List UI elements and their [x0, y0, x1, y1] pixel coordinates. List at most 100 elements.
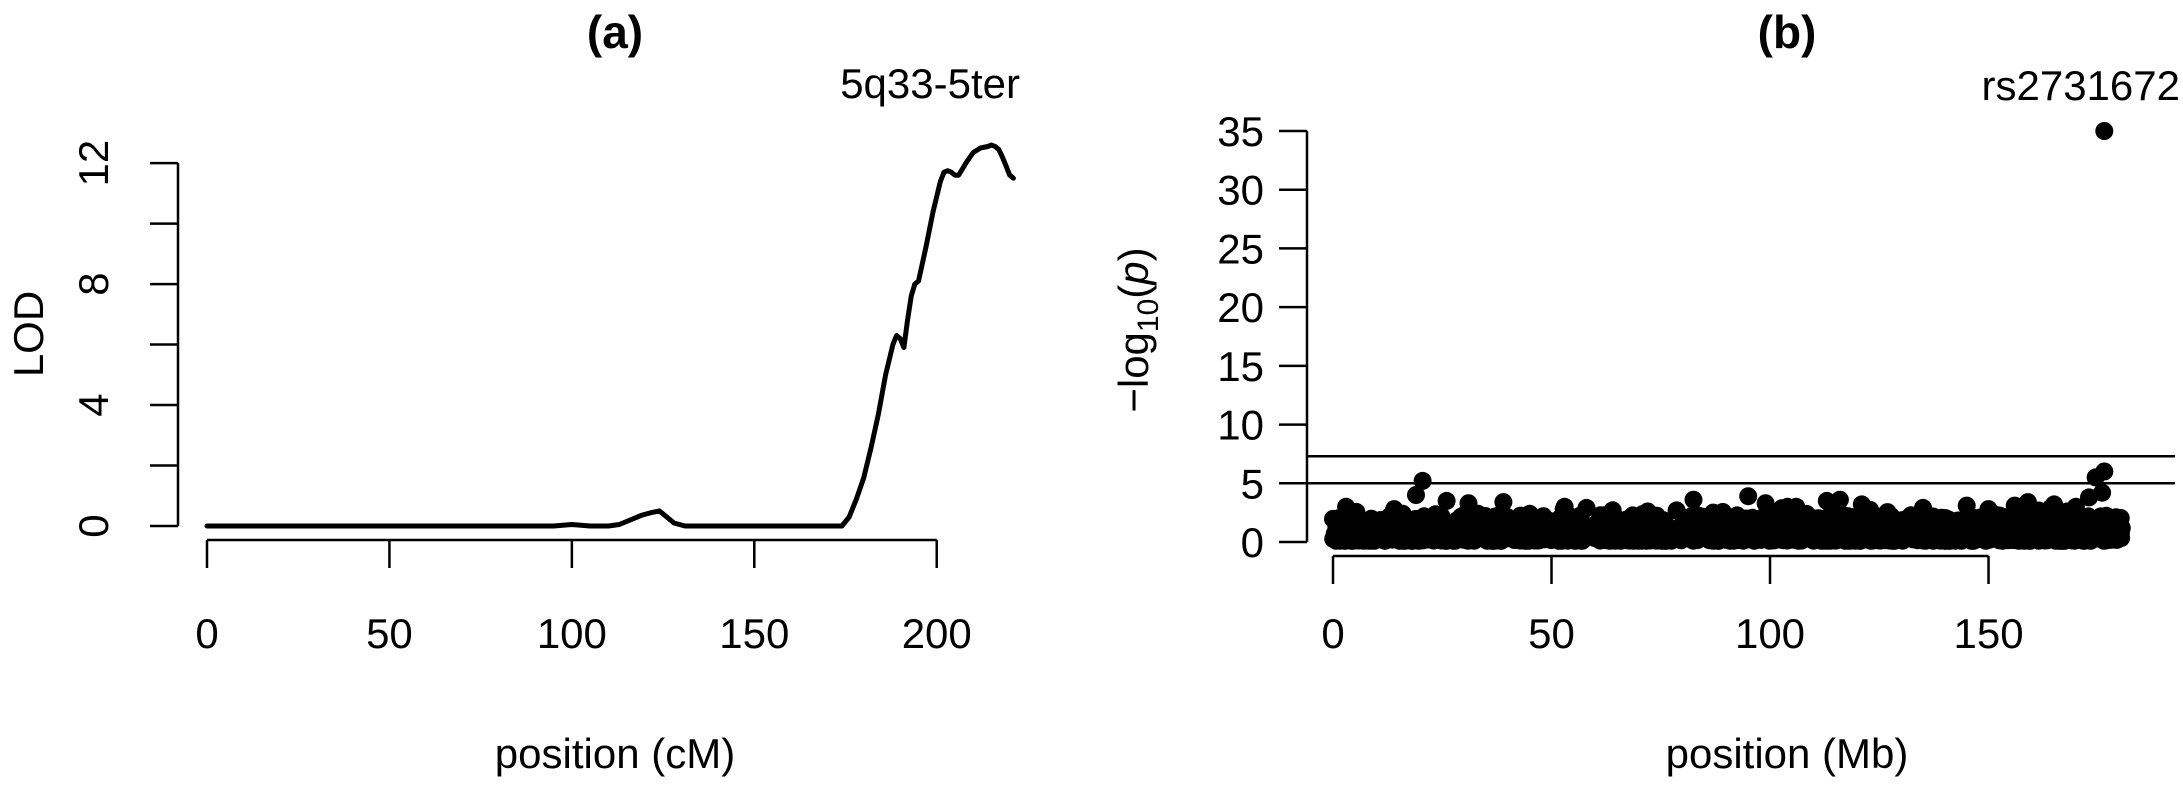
panel-b-point — [1878, 503, 1897, 522]
panel-b-point — [1852, 495, 1871, 514]
panel-b-axes: 0 50 100 150 0 5 10 15 20 25 30 35 — [1217, 108, 2175, 657]
panel-b-point — [1622, 512, 1641, 531]
panel-a-x-tick-label: 0 — [195, 610, 218, 657]
panel-b-point — [1453, 527, 1472, 546]
panel-b-point — [1370, 527, 1389, 546]
panel-b-point — [1459, 494, 1478, 513]
panel-b-y-tick-label: 30 — [1217, 167, 1264, 214]
panel-b-point — [1413, 471, 1432, 490]
panel-b-point — [1667, 521, 1686, 540]
panel-a: (a) 5q33-5ter LOD position (cM) 0 50 100 15… — [5, 6, 1020, 777]
panel-b-y-tick-label: 25 — [1217, 225, 1264, 272]
panel-a-ylabel: LOD — [5, 291, 52, 377]
panel-b-x-tick-label: 100 — [1735, 610, 1805, 657]
panel-b-point — [1638, 502, 1657, 521]
panel-b-point — [2043, 516, 2061, 535]
panel-b: (b) rs2731672 −log10(p) position (Mb) 0 5… — [1110, 6, 2180, 777]
panel-b-point — [1685, 522, 1704, 541]
panel-b-point — [1407, 486, 1425, 504]
panel-b-y-tick-label: 35 — [1217, 108, 1264, 155]
panel-b-point — [2005, 496, 2024, 515]
panel-b-point — [1739, 487, 1758, 506]
panel-a-lod-line — [204, 142, 1016, 529]
panel-b-point — [2043, 530, 2061, 549]
panel-b-point — [1437, 491, 1456, 510]
panel-b-point — [2008, 522, 2027, 541]
panel-b-y-tick-label: 0 — [1241, 519, 1264, 566]
panel-b-point — [1904, 530, 1923, 549]
panel-b-point — [1817, 491, 1836, 510]
panel-b-point — [1704, 503, 1723, 522]
panel-a-y-tick-label: 4 — [70, 393, 117, 416]
panel-a-data — [204, 142, 1016, 529]
panel-b-point — [1838, 531, 1857, 550]
panel-b-point — [1652, 530, 1671, 549]
panel-b-point — [2058, 502, 2077, 521]
panel-b-y-tick-label: 5 — [1241, 460, 1264, 507]
panel-b-point — [1760, 531, 1779, 550]
panel-b-point — [1949, 511, 1968, 530]
panel-b-point — [1494, 493, 1513, 512]
panel-a-y-tick-label: 12 — [70, 140, 117, 187]
panel-b-point — [1346, 523, 1365, 542]
panel-a-x-tick-label: 200 — [902, 610, 972, 657]
panel-b-point — [1810, 523, 1829, 542]
panel-b-point — [1926, 512, 1945, 531]
panel-b-y-tick-label: 10 — [1217, 402, 1264, 449]
panel-b-point — [1667, 501, 1686, 520]
panel-b-ylabel: −log10(p) — [1110, 247, 1165, 412]
panel-b-point — [1756, 494, 1775, 513]
panel-b-annotation: rs2731672 — [1982, 62, 2181, 109]
panel-b-point — [1484, 509, 1503, 528]
panel-b-point — [1980, 530, 1999, 549]
panel-b-y-tick-label: 15 — [1217, 343, 1264, 390]
panel-b-point — [1577, 498, 1596, 517]
panel-a-y-tick-label: 8 — [70, 272, 117, 295]
panel-b-xlabel: position (Mb) — [1666, 730, 1909, 777]
panel-b-point — [1914, 498, 1932, 517]
panel-b-point — [1472, 523, 1491, 542]
panel-b-x-tick-label: 50 — [1528, 610, 1575, 657]
panel-a-axes: 0 50 100 150 200 0 4 8 12 — [70, 140, 972, 657]
panel-b-point — [1972, 513, 1990, 532]
panel-b-point — [1940, 531, 1959, 550]
panel-a-x-tick-label: 100 — [537, 610, 607, 657]
panel-b-point — [1540, 512, 1559, 530]
panel-b-point — [1957, 496, 1976, 515]
panel-b-point — [1603, 501, 1622, 520]
panel-b-point — [2112, 518, 2131, 537]
panel-b-point — [1684, 490, 1703, 509]
panel-b-point — [2080, 488, 2098, 507]
panel-b-label: (b) — [1758, 6, 1817, 58]
panel-a-xlabel: position (cM) — [495, 730, 735, 777]
panel-b-point — [1852, 523, 1871, 542]
panel-b-point — [1504, 526, 1523, 545]
panel-b-point — [1520, 504, 1539, 523]
panel-b-point — [1517, 527, 1536, 546]
panel-b-point — [1722, 514, 1740, 533]
panel-b-x-tick-label: 150 — [1953, 610, 2023, 657]
panel-b-point — [1555, 497, 1574, 516]
panel-a-label: (a) — [587, 6, 643, 58]
panel-b-point — [1337, 497, 1356, 516]
panel-b-point — [1979, 500, 1998, 519]
panel-b-point — [1385, 500, 1404, 519]
panel-b-point — [1412, 525, 1431, 544]
panel-b-point — [1887, 530, 1906, 549]
panel-b-point — [2074, 531, 2093, 550]
panel-a-x-tick-label: 50 — [366, 610, 413, 657]
panel-b-point — [1429, 524, 1448, 543]
panel-b-point — [2095, 122, 2114, 140]
panel-b-point — [1566, 525, 1585, 544]
panel-b-point — [2086, 468, 2105, 487]
panel-a-annotation: 5q33-5ter — [840, 60, 1020, 107]
panel-b-point — [1830, 490, 1849, 509]
panel-a-x-tick-label: 150 — [719, 610, 789, 657]
panel-b-y-tick-label: 20 — [1217, 284, 1264, 331]
panel-b-point — [1391, 521, 1410, 540]
panel-b-data — [1324, 122, 2131, 550]
panel-a-y-tick-label: 0 — [70, 514, 117, 537]
panel-b-point — [1787, 497, 1806, 516]
